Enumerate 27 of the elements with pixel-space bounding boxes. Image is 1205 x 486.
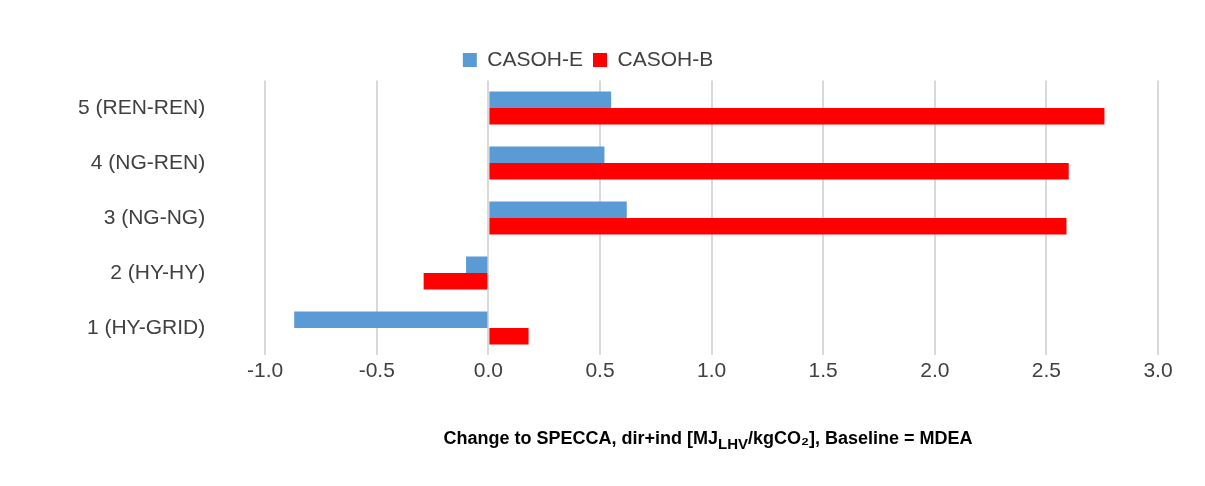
bar [423,272,488,290]
bar [489,91,612,109]
bar [489,163,1069,180]
x-tick-label: 1.0 [696,357,727,381]
bar [489,201,627,218]
x-tick-label: -1.0 [247,357,284,381]
y-tick-label: 2 (HY-HY) [110,259,206,283]
x-tick-label: -0.5 [358,357,395,381]
x-tick-label: 0.0 [473,357,503,381]
x-tick-label: 3.0 [1143,357,1173,381]
y-tick-label: 5 (REN-REN) [78,94,206,118]
bar [489,146,605,164]
bar [489,327,529,345]
x-axis-title: Change to SPECCA, dir+ind [MJ$_{LHV}$/kgCO₂], Baseline = MDEA [442,428,974,452]
bar [466,256,488,273]
y-tick-label: 1 (HY-GRID) [86,314,206,338]
y-tick-label: 4 (NG-REN) [90,149,206,173]
legend-label: CASOH-B [617,46,714,70]
bar [489,108,1105,125]
x-tick-label: 2.5 [1031,357,1061,381]
bar [294,311,488,328]
y-tick-label: 3 (NG-NG) [103,204,206,228]
x-tick-label: 0.5 [585,357,615,381]
bar [489,218,1067,235]
x-tick-label: 2.0 [920,357,950,381]
x-tick-label: 1.5 [808,357,838,381]
legend-label: CASOH-E [487,46,584,70]
